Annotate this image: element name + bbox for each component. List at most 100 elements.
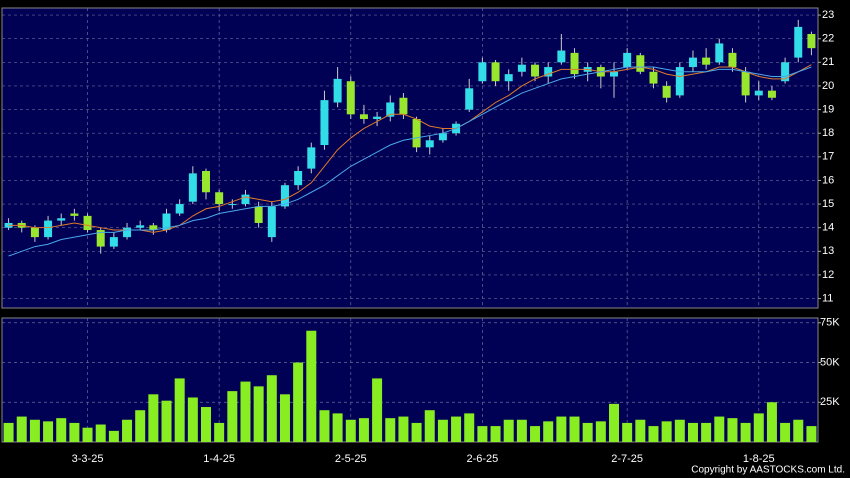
- volume-bar: [174, 378, 185, 442]
- volume-bar: [503, 419, 514, 442]
- volume-bar: [806, 426, 817, 442]
- volume-bar: [582, 422, 593, 442]
- volume-bar: [69, 422, 80, 442]
- candle-body: [241, 194, 250, 205]
- candle-body: [149, 225, 158, 231]
- candle-body: [44, 220, 53, 238]
- volume-bar: [148, 394, 159, 442]
- y-tick-label: 23: [822, 9, 834, 21]
- volume-bar: [319, 410, 330, 442]
- candle-body: [202, 170, 210, 193]
- candle-body: [781, 62, 790, 82]
- volume-bar: [569, 416, 580, 442]
- y-tick-label: 20: [822, 80, 834, 92]
- y-tick-label: 75K: [820, 317, 840, 329]
- candle-body: [504, 74, 513, 82]
- candle-body: [715, 43, 724, 63]
- volume-bar: [516, 419, 527, 442]
- volume-bar: [687, 422, 698, 442]
- volume-bar: [345, 419, 356, 442]
- volume-bar: [279, 394, 290, 442]
- candle-body: [162, 213, 171, 231]
- y-tick-label: 17: [822, 151, 834, 163]
- candle-body: [254, 206, 263, 223]
- volume-bar: [437, 419, 448, 442]
- volume-bar: [464, 413, 475, 442]
- volume-bar: [385, 418, 396, 442]
- candle-body: [333, 78, 342, 103]
- volume-bar: [95, 424, 106, 442]
- candle-body: [767, 90, 776, 98]
- volume-bar: [780, 422, 791, 442]
- volume-bar: [727, 418, 738, 442]
- volume-bar: [595, 421, 606, 442]
- candle-body: [346, 81, 355, 115]
- candle-body: [4, 222, 13, 228]
- volume-bar: [424, 410, 435, 442]
- volume-bar: [293, 362, 304, 442]
- volume-bar: [358, 418, 369, 442]
- candle-body: [188, 173, 197, 202]
- x-tick-label: 2-6-25: [466, 453, 498, 465]
- x-tick-label: 1-8-25: [743, 453, 775, 465]
- candle-body: [688, 57, 697, 68]
- candle-body: [465, 88, 474, 110]
- volume-bar: [122, 419, 133, 442]
- volume-bar: [214, 422, 225, 442]
- volume-bar: [793, 419, 804, 442]
- volume-bar: [609, 403, 619, 442]
- candle-body: [109, 237, 118, 247]
- y-tick-label: 21: [822, 56, 834, 68]
- volume-bar: [332, 413, 343, 442]
- candle-body: [30, 227, 39, 238]
- candle-body: [662, 85, 671, 98]
- candle-body: [294, 170, 303, 186]
- candle-body: [136, 225, 145, 228]
- volume-bar: [43, 421, 54, 442]
- volume-bar: [622, 422, 633, 442]
- volume-bar: [372, 378, 383, 442]
- candle-body: [557, 50, 566, 63]
- volume-bar: [135, 410, 146, 442]
- candle-body: [373, 116, 382, 120]
- y-tick-label: 13: [822, 245, 834, 257]
- volume-bar: [29, 419, 40, 442]
- candle-body: [425, 140, 434, 148]
- candle-body: [754, 90, 763, 96]
- volume-bar: [398, 416, 409, 442]
- volume-bar: [661, 421, 672, 442]
- candle-body: [175, 204, 184, 214]
- volume-bar: [701, 422, 712, 442]
- candle-body: [280, 185, 289, 207]
- volume-bar: [477, 426, 488, 442]
- candle-body: [228, 204, 237, 206]
- volume-bar: [201, 407, 211, 442]
- volume-bar: [266, 375, 277, 442]
- candle-body: [794, 26, 803, 58]
- candle-body: [623, 52, 632, 68]
- volume-bar: [306, 330, 317, 442]
- volume-bar: [451, 416, 462, 442]
- volume-bar: [543, 421, 554, 442]
- volume-bar: [556, 416, 567, 442]
- x-tick-label: 2-5-25: [335, 453, 367, 465]
- candle-body: [123, 227, 132, 238]
- volume-bar: [108, 430, 119, 442]
- candle-body: [636, 55, 645, 72]
- candle-body: [649, 71, 658, 84]
- volume-bar: [674, 419, 685, 442]
- y-tick-label: 19: [822, 103, 834, 115]
- x-tick-label: 2-7-25: [611, 453, 643, 465]
- candle-body: [610, 71, 618, 77]
- candle-body: [412, 119, 421, 148]
- volume-bar: [766, 402, 777, 442]
- volume-bar: [648, 426, 659, 442]
- candle-body: [96, 230, 105, 247]
- candle-body: [359, 114, 368, 120]
- candle-body: [702, 57, 711, 65]
- candle-body: [728, 52, 737, 68]
- candle-body: [438, 133, 447, 141]
- candle-body: [675, 67, 684, 96]
- x-tick-label: 1-4-25: [203, 453, 235, 465]
